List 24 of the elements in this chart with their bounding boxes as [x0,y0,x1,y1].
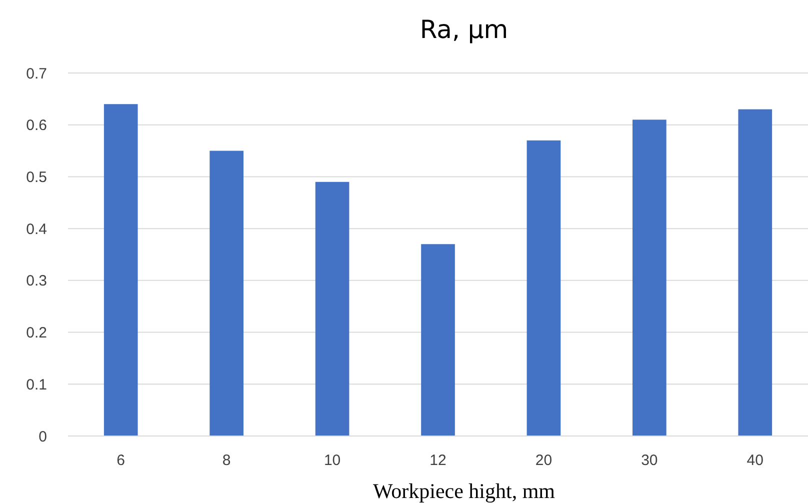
x-tick-label: 20 [535,452,552,469]
bar [421,244,455,436]
x-tick-label: 6 [116,452,126,469]
x-tick-label: 30 [641,452,658,469]
y-tick-label: 0.5 [26,168,47,186]
chart-title: Ra, µm [420,15,508,44]
y-tick-label: 0 [38,428,47,446]
x-tick-label: 10 [324,452,341,469]
bar [104,104,138,436]
bar [738,109,772,436]
x-axis-title: Workpiece hight, mm [372,479,556,503]
bar [526,140,561,436]
bar [632,120,666,436]
y-tick-label: 0.7 [26,65,47,82]
x-tick-label: 12 [430,452,446,469]
y-tick-label: 0.6 [26,117,47,134]
y-tick-label: 0.4 [26,220,47,238]
y-tick-label: 0.3 [26,272,47,290]
y-tick-label: 0.2 [26,324,47,342]
y-tick-label: 0.1 [26,376,47,394]
bar [315,182,350,436]
x-tick-label: 8 [222,452,231,469]
bar [210,150,244,436]
x-tick-label: 40 [746,452,764,469]
